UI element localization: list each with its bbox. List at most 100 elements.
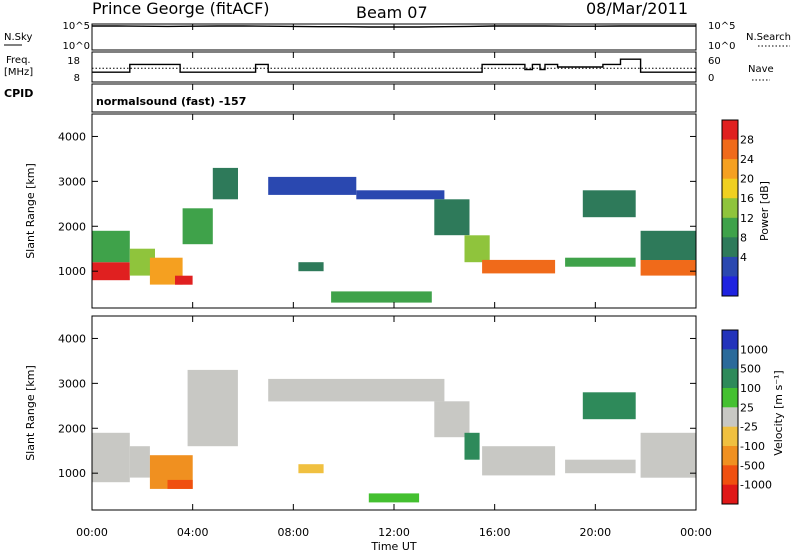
velocity-cell xyxy=(368,493,420,503)
freq-series-line xyxy=(92,58,696,73)
nave-tick-bottom: 0 xyxy=(708,73,714,84)
power-colorbar-tick: 16 xyxy=(740,192,754,205)
power-cell xyxy=(212,167,238,200)
power-ytick-label: 2000 xyxy=(58,220,86,233)
velocity-cell xyxy=(187,369,238,447)
cpid-value: normalsound (fast) -157 xyxy=(96,95,246,108)
nave-tick-top: 60 xyxy=(708,56,721,67)
velocity-colorbar-segment xyxy=(722,484,738,505)
cpid-panel: CPID normalsound (fast) -157 xyxy=(4,83,697,113)
power-ytick-label: 1000 xyxy=(58,265,86,278)
velocity-colorbar-segment xyxy=(722,407,738,428)
velocity-ytick-label: 4000 xyxy=(58,332,86,345)
velocity-cell xyxy=(298,464,324,474)
xtick-label: 20:00 xyxy=(579,526,611,539)
power-ytick-label: 4000 xyxy=(58,130,86,143)
velocity-cell xyxy=(129,446,150,478)
station-title: Prince George (fitACF) xyxy=(92,0,270,18)
power-colorbar-frame xyxy=(721,119,739,297)
velocity-colorbar-segment xyxy=(722,446,738,466)
power-heatmap xyxy=(92,167,696,303)
nave-label: Nave xyxy=(748,64,774,75)
power-colorbar-segment xyxy=(722,159,738,180)
velocity-ylabel: Slant Range [km] xyxy=(24,365,37,461)
power-colorbar-tick: 20 xyxy=(740,173,754,186)
velocity-colorbar-segment xyxy=(722,388,738,408)
freq-panel: Freq. [MHz] 18 8 60 0 Nave xyxy=(4,51,774,84)
power-colorbar-tick: 28 xyxy=(740,134,754,147)
xtick-label: 00:00 xyxy=(76,526,108,539)
velocity-colorbar-tick: -25 xyxy=(740,421,758,434)
power-colorbar-segment xyxy=(722,198,738,219)
velocity-cell xyxy=(640,432,696,478)
velocity-heatmap xyxy=(92,369,696,503)
power-colorbar: 28 24 20 16 12 8 4 xyxy=(721,119,754,297)
velocity-colorbar-frame xyxy=(721,329,739,505)
xaxis-label: Time UT xyxy=(370,540,416,553)
date-title: 08/Mar/2011 xyxy=(586,0,688,18)
power-colorbar-tick: 24 xyxy=(740,153,754,166)
power-colorbar-segment xyxy=(722,276,738,297)
power-cell xyxy=(434,199,470,236)
beam-title: Beam 07 xyxy=(356,3,428,22)
velocity-colorbar-segment xyxy=(722,330,738,350)
power-colorbar-tick: 12 xyxy=(740,212,754,225)
power-cell xyxy=(565,257,636,267)
power-colorbar-tick: 4 xyxy=(740,251,747,264)
power-ytick-label: 3000 xyxy=(58,175,86,188)
xtick-label: 00:00 xyxy=(680,526,712,539)
power-cell xyxy=(182,208,213,245)
velocity-cell xyxy=(582,392,636,420)
power-panel: 4000 3000 2000 1000 Slant Range [km] 28 24 20… xyxy=(24,113,771,309)
velocity-ytick-label: 2000 xyxy=(58,422,86,435)
xtick-label: 16:00 xyxy=(479,526,511,539)
freq-label: Freq. xyxy=(6,55,31,66)
power-colorbar-segment xyxy=(722,120,738,141)
velocity-cell xyxy=(482,446,556,476)
power-colorbar-segment xyxy=(722,237,738,258)
nsearch-tick-top: 10^5 xyxy=(708,21,735,32)
velocity-colorbar: 1000 500 100 25 -25 -100 -500 -1000 xyxy=(721,329,772,505)
velocity-colorbar-tick: -1000 xyxy=(740,479,772,492)
freq-unit-label: [MHz] xyxy=(4,67,33,78)
power-cell xyxy=(482,259,556,274)
velocity-cell xyxy=(268,378,445,402)
power-cell xyxy=(582,190,636,218)
velocity-colorbar-segment xyxy=(722,349,738,370)
time-axis: 00:00 04:00 08:00 12:00 16:00 20:00 00:00 xyxy=(76,24,712,539)
velocity-colorbar-segment xyxy=(722,465,738,486)
power-cell xyxy=(298,262,324,272)
power-cell xyxy=(464,235,490,263)
xtick-label: 12:00 xyxy=(378,526,410,539)
power-cell xyxy=(331,291,432,303)
velocity-colorbar-tick: 25 xyxy=(740,401,754,414)
velocity-cell xyxy=(565,459,636,474)
power-colorbar-segment xyxy=(722,139,738,160)
power-cell xyxy=(268,176,357,195)
velocity-ytick-label: 1000 xyxy=(58,467,86,480)
velocity-ytick-label: 3000 xyxy=(58,377,86,390)
velocity-cell xyxy=(167,479,193,489)
velocity-colorbar-tick: 1000 xyxy=(740,343,768,356)
power-colorbar-segment xyxy=(722,256,738,277)
xtick-label: 04:00 xyxy=(177,526,209,539)
freq-tick-bottom: 8 xyxy=(74,73,80,84)
nsky-tick-bottom: 10^0 xyxy=(63,41,90,52)
velocity-cell xyxy=(434,401,470,438)
velocity-colorbar-tick: 100 xyxy=(740,382,761,395)
power-cell xyxy=(640,230,696,260)
nsearch-tick-bottom: 10^0 xyxy=(708,41,735,52)
nsky-panel: N.Sky 10^5 10^0 10^5 10^0 N.Search xyxy=(4,21,791,52)
power-colorbar-tick: 8 xyxy=(740,231,747,244)
velocity-colorbar-tick: 500 xyxy=(740,363,761,376)
velocity-colorbar-segment xyxy=(722,368,738,389)
cpid-label: CPID xyxy=(4,87,33,100)
velocity-cbar-label: Velocity [m s⁻¹] xyxy=(772,370,785,455)
nsky-label: N.Sky xyxy=(4,32,32,43)
freq-tick-top: 18 xyxy=(67,56,80,67)
power-cell xyxy=(356,190,445,200)
power-colorbar-segment xyxy=(722,217,738,238)
power-colorbar-segment xyxy=(722,178,738,199)
velocity-colorbar-tick: -500 xyxy=(740,459,765,472)
